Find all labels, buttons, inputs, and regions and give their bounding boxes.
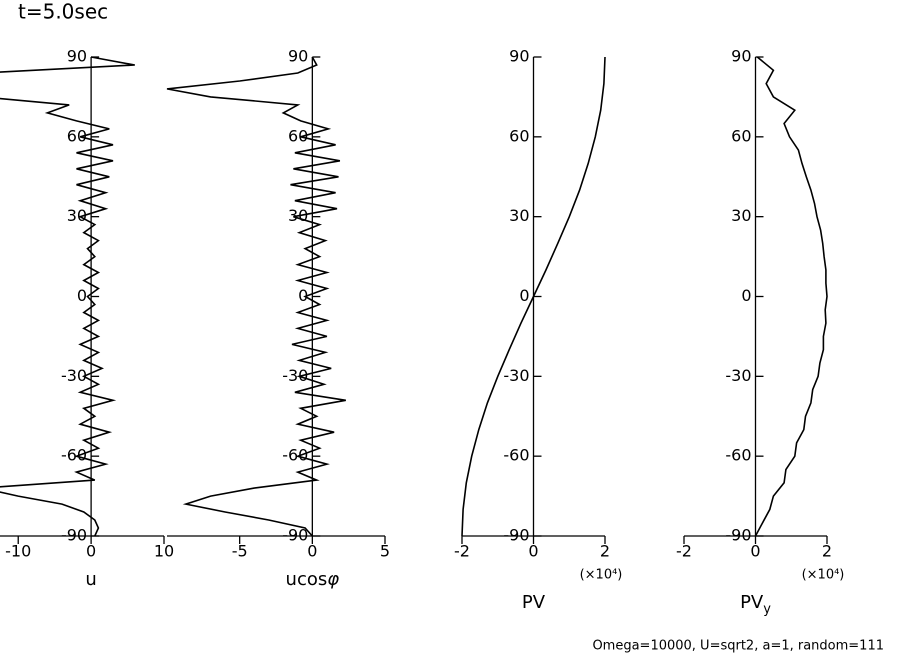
y-tick-label: -60 — [503, 446, 529, 465]
x-axis-label-text: PV — [740, 592, 764, 613]
y-tick-label: 30 — [67, 206, 87, 225]
data-line — [754, 56, 828, 537]
y-tick-label: -90 — [725, 526, 751, 545]
x-tick-label: 5 — [380, 542, 390, 561]
footer: Omega=10000, U=sqrt2, a=1, random=111 — [592, 639, 884, 654]
y-tick-label: 90 — [288, 47, 308, 66]
data-line — [461, 56, 606, 537]
x-tick-label: 2 — [822, 542, 832, 561]
x-axis-label-text: u — [85, 569, 96, 590]
x-tick-label: -2 — [676, 542, 692, 561]
y-tick-label: 0 — [298, 286, 308, 305]
x-axis-label: PV — [522, 592, 546, 613]
y-tick-label: 90 — [731, 47, 751, 66]
y-tick-label: -60 — [61, 446, 87, 465]
x-tick-label: 0 — [528, 542, 538, 561]
y-tick-label: -90 — [282, 526, 308, 545]
y-tick-label: 0 — [77, 286, 87, 305]
x-axis-label-text: ucos — [286, 569, 328, 590]
y-tick-label: -90 — [61, 526, 87, 545]
x-tick-label: -2 — [454, 542, 470, 561]
y-tick-label: 0 — [519, 286, 529, 305]
x-axis-label: PVy — [740, 592, 771, 617]
y-tick-label: -60 — [725, 446, 751, 465]
x-axis-label-text: PV — [522, 592, 546, 613]
data-line — [0, 56, 135, 537]
x-axis-label: u — [85, 569, 96, 590]
y-tick-label: 90 — [67, 47, 87, 66]
y-tick-label: 0 — [741, 286, 751, 305]
x-tick-label: 0 — [86, 542, 96, 561]
x-tick-label: 0 — [750, 542, 760, 561]
y-tick-label: -30 — [725, 366, 751, 385]
y-tick-label: 60 — [67, 126, 87, 145]
x-axis-label: ucosφ — [286, 569, 340, 590]
x-axis-label-sub: y — [763, 602, 771, 617]
chart-title: t=5.0sec — [18, 0, 108, 24]
x-tick-label: -5 — [232, 542, 248, 561]
y-tick-label: 90 — [509, 47, 529, 66]
y-tick-label: -30 — [503, 366, 529, 385]
x-tick-label: 2 — [600, 542, 610, 561]
y-tick-label: -60 — [282, 446, 308, 465]
x-tick-label: 0 — [307, 542, 317, 561]
data-line — [166, 56, 346, 537]
y-tick-label: 60 — [288, 126, 308, 145]
scale-label: (×10⁴) — [802, 568, 845, 583]
y-tick-label: 60 — [731, 126, 751, 145]
y-tick-label: -90 — [503, 526, 529, 545]
x-tick-label: 10 — [154, 542, 174, 561]
y-tick-label: 60 — [509, 126, 529, 145]
x-tick-label: -10 — [5, 542, 31, 561]
y-tick-label: 30 — [731, 206, 751, 225]
scale-label: (×10⁴) — [580, 568, 623, 583]
y-tick-label: -30 — [61, 366, 87, 385]
y-tick-label: 30 — [509, 206, 529, 225]
y-tick-label: -30 — [282, 366, 308, 385]
x-axis-label-symbol: φ — [327, 569, 339, 590]
